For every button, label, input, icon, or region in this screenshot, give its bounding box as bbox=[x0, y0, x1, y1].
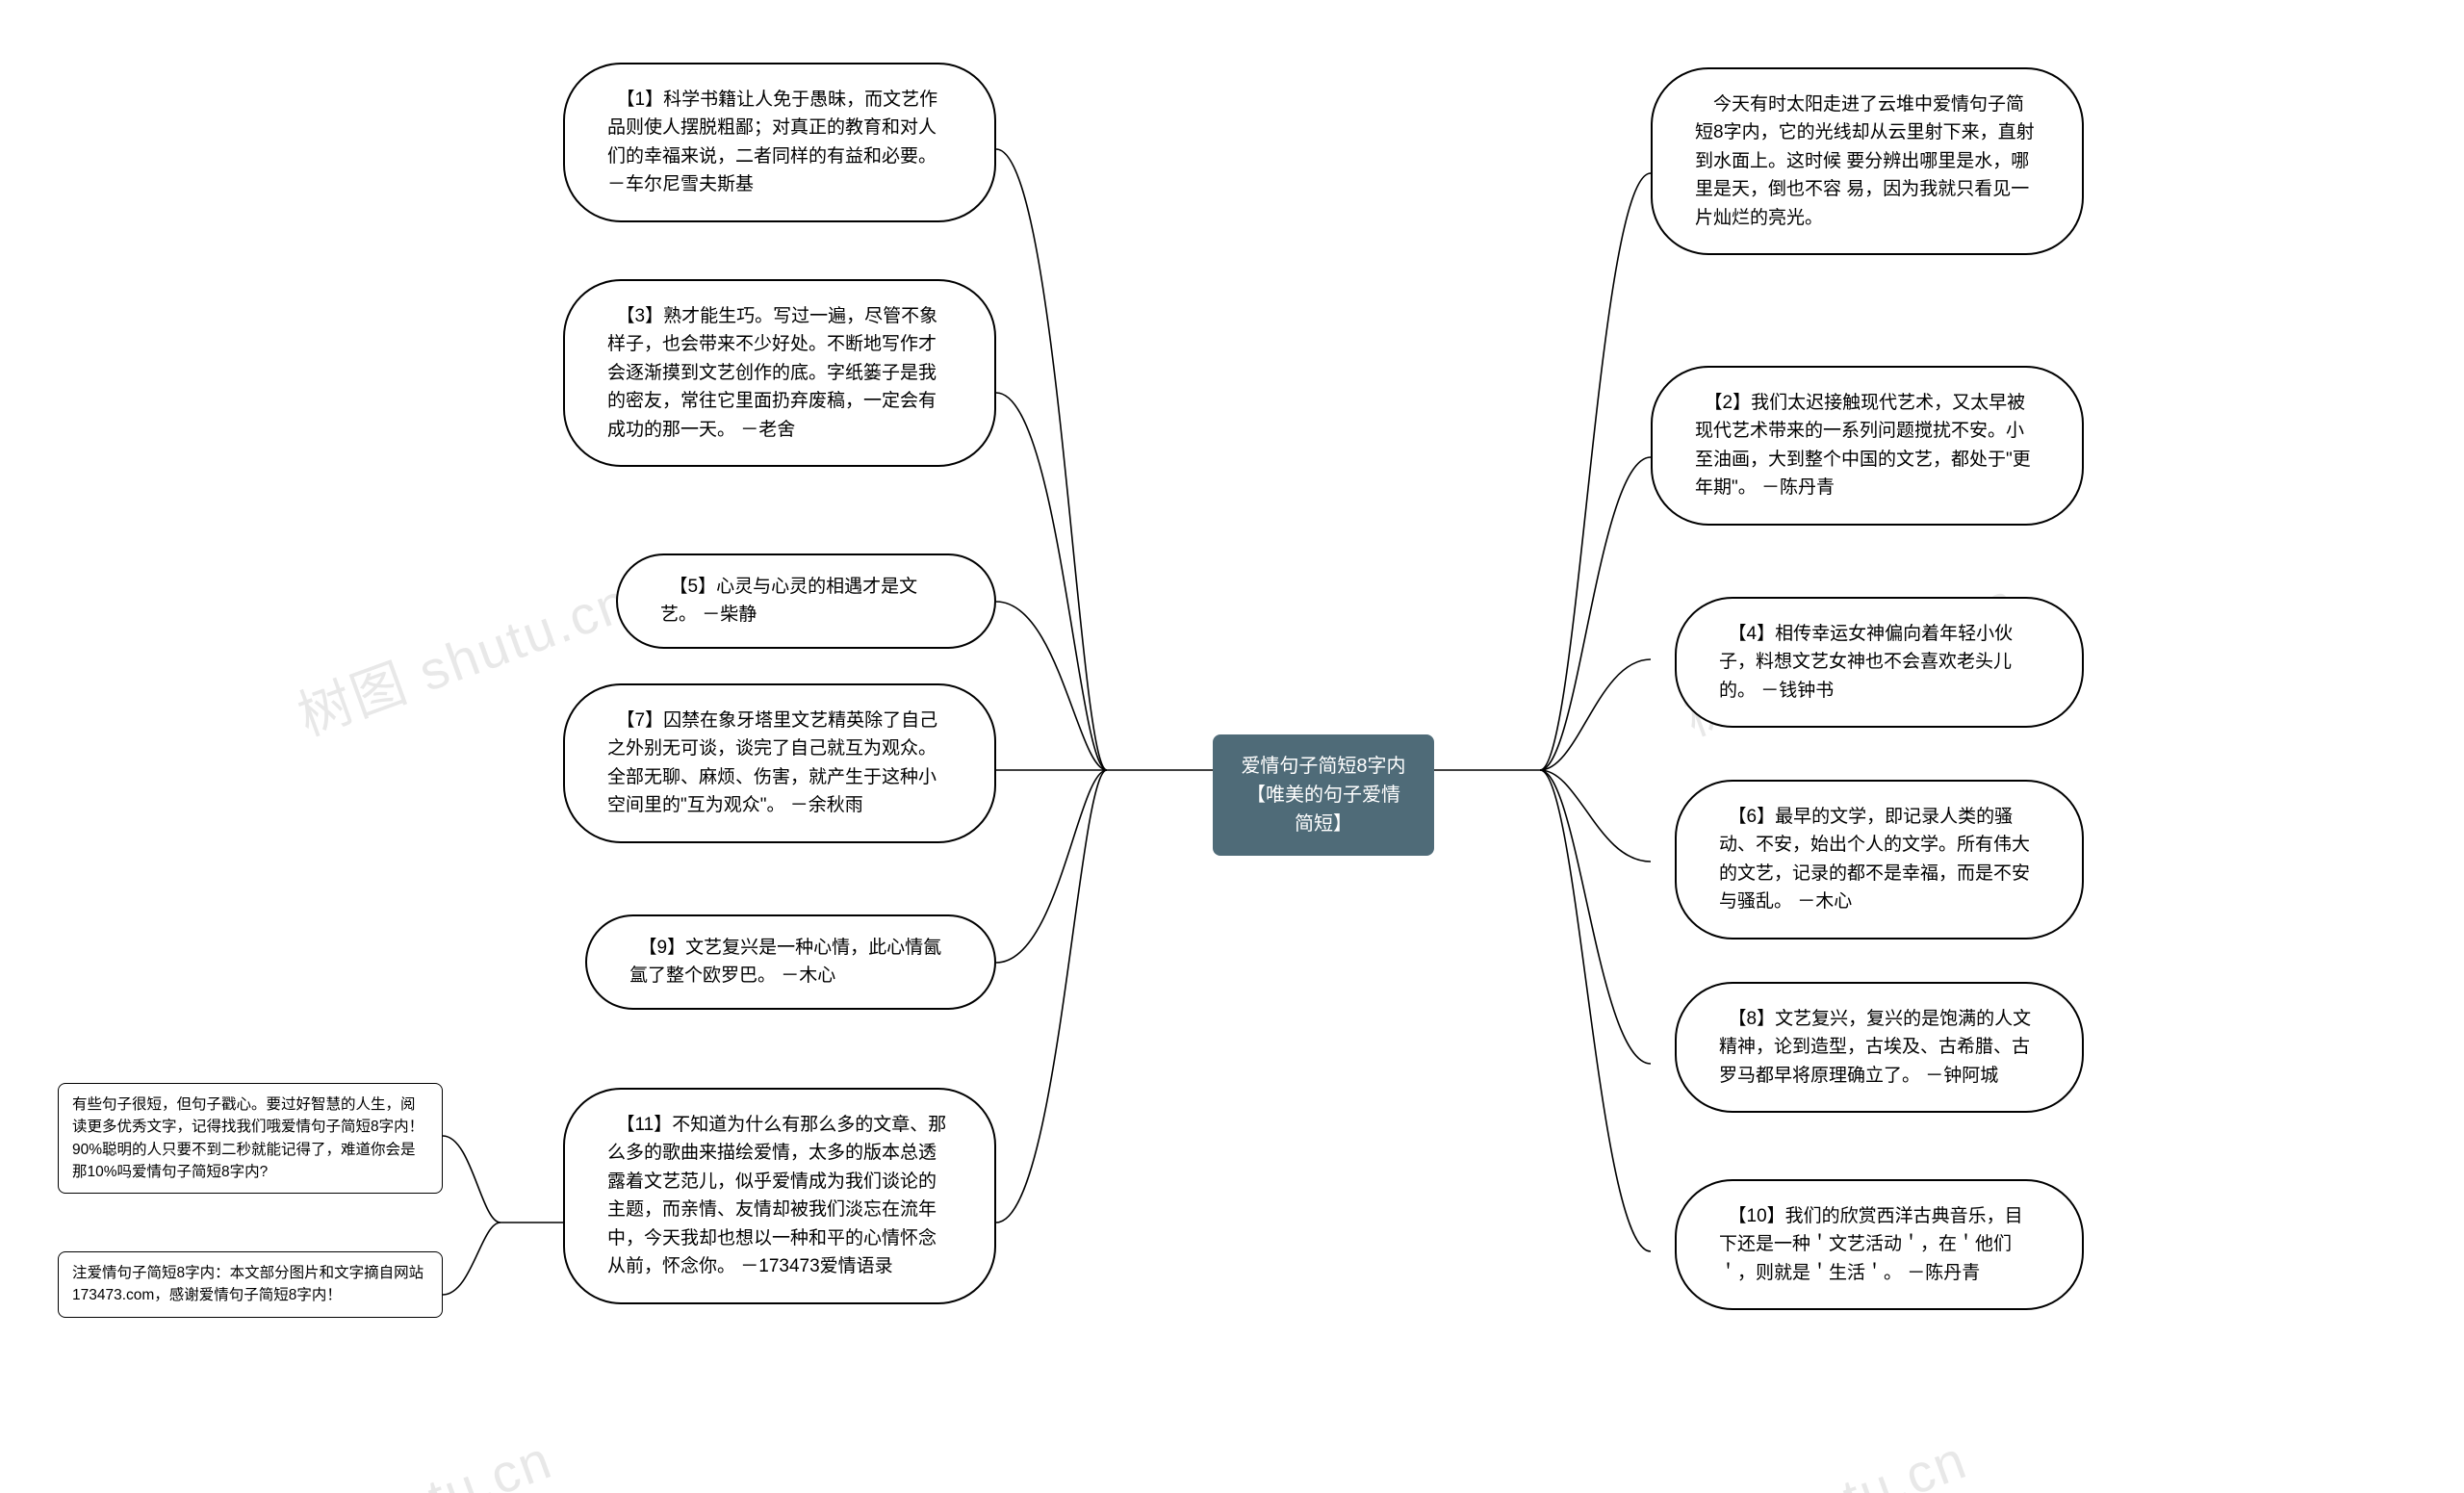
node-r4: 【4】相传幸运女神偏向着年轻小伙子，料想文艺女神也不会喜欢老头儿的。 －钱钟书 bbox=[1675, 597, 2084, 728]
node-r6-text: 【6】最早的文学，即记录人类的骚动、不安，始出个人的文学。所有伟大的文艺，记录的… bbox=[1719, 807, 2030, 912]
footnote-1-text: 有些句子很短，但句子戳心。要过好智慧的人生，阅读更多优秀文字，记得找我们哦爱情句… bbox=[72, 1096, 424, 1180]
footnote-2: 注爱情句子简短8字内：本文部分图片和文字摘自网站173473.com，感谢爱情句… bbox=[58, 1251, 443, 1318]
node-r4-text: 【4】相传幸运女神偏向着年轻小伙子，料想文艺女神也不会喜欢老头儿的。 －钱钟书 bbox=[1719, 624, 2013, 701]
root-label: 爱情句子简短8字内【唯美的句子爱情简短】 bbox=[1241, 756, 1405, 835]
node-l9: 【9】文艺复兴是一种心情，此心情氤氲了整个欧罗巴。 －木心 bbox=[585, 914, 996, 1010]
node-l11-text: 【11】不知道为什么有那么多的文章、那么多的歌曲来描绘爱情，太多的版本总透露着文… bbox=[607, 1115, 946, 1276]
node-r2-text: 【2】我们太迟接触现代艺术，又太早被现代艺术带来的一系列问题搅扰不安。小至油画，… bbox=[1695, 393, 2031, 498]
node-r6: 【6】最早的文学，即记录人类的骚动、不安，始出个人的文学。所有伟大的文艺，记录的… bbox=[1675, 780, 2084, 940]
node-l1: 【1】科学书籍让人免于愚昧，而文艺作品则使人摆脱粗鄙；对真正的教育和对人们的幸福… bbox=[563, 63, 996, 222]
node-l3: 【3】熟才能生巧。写过一遍，尽管不象样子，也会带来不少好处。不断地写作才会逐渐摸… bbox=[563, 279, 996, 467]
root-node: 爱情句子简短8字内【唯美的句子爱情简短】 bbox=[1213, 734, 1434, 856]
node-l5: 【5】心灵与心灵的相遇才是文艺。 －柴静 bbox=[616, 553, 996, 649]
footnote-2-text: 注爱情句子简短8字内：本文部分图片和文字摘自网站173473.com，感谢爱情句… bbox=[72, 1265, 424, 1303]
node-l3-text: 【3】熟才能生巧。写过一遍，尽管不象样子，也会带来不少好处。不断地写作才会逐渐摸… bbox=[607, 306, 937, 440]
footnote-1: 有些句子很短，但句子戳心。要过好智慧的人生，阅读更多优秀文字，记得找我们哦爱情句… bbox=[58, 1083, 443, 1194]
node-r0: 今天有时太阳走进了云堆中爱情句子简短8字内，它的光线却从云里射下来，直射到水面上… bbox=[1651, 67, 2084, 255]
watermark-4: shutu.cn bbox=[1748, 1428, 1975, 1493]
node-l5-text: 【5】心灵与心灵的相遇才是文艺。 －柴静 bbox=[660, 577, 917, 625]
node-r2: 【2】我们太迟接触现代艺术，又太早被现代艺术带来的一系列问题搅扰不安。小至油画，… bbox=[1651, 366, 2084, 526]
watermark-3: shutu.cn bbox=[333, 1428, 560, 1493]
node-l7-text: 【7】囚禁在象牙塔里文艺精英除了自己之外别无可谈，谈完了自己就互为观众。全部无聊… bbox=[607, 710, 937, 815]
node-r8: 【8】文艺复兴，复兴的是饱满的人文精神，论到造型，古埃及、古希腊、古罗马都早将原… bbox=[1675, 982, 2084, 1113]
node-r8-text: 【8】文艺复兴，复兴的是饱满的人文精神，论到造型，古埃及、古希腊、古罗马都早将原… bbox=[1719, 1009, 2031, 1086]
node-r10: 【10】我们的欣赏西洋古典音乐，目下还是一种＇文艺活动＇，在＇他们＇，则就是＇生… bbox=[1675, 1179, 2084, 1310]
node-r0-text: 今天有时太阳走进了云堆中爱情句子简短8字内，它的光线却从云里射下来，直射到水面上… bbox=[1695, 94, 2035, 228]
node-l9-text: 【9】文艺复兴是一种心情，此心情氤氲了整个欧罗巴。 －木心 bbox=[629, 938, 941, 986]
node-l7: 【7】囚禁在象牙塔里文艺精英除了自己之外别无可谈，谈完了自己就互为观众。全部无聊… bbox=[563, 683, 996, 843]
node-l1-text: 【1】科学书籍让人免于愚昧，而文艺作品则使人摆脱粗鄙；对真正的教育和对人们的幸福… bbox=[607, 90, 937, 194]
node-r10-text: 【10】我们的欣赏西洋古典音乐，目下还是一种＇文艺活动＇，在＇他们＇，则就是＇生… bbox=[1719, 1206, 2023, 1283]
node-l11: 【11】不知道为什么有那么多的文章、那么多的歌曲来描绘爱情，太多的版本总透露着文… bbox=[563, 1088, 996, 1304]
